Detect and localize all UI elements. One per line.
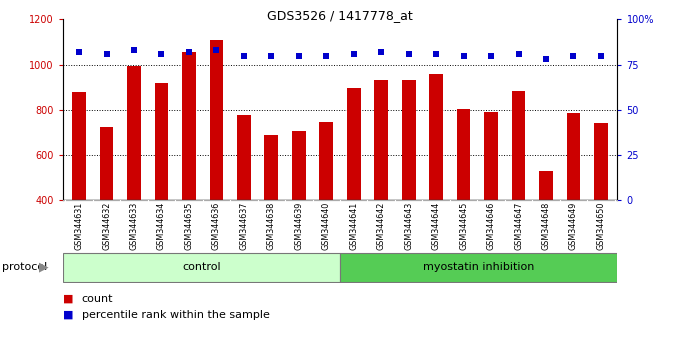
Point bbox=[266, 53, 277, 58]
Text: GSM344646: GSM344646 bbox=[487, 201, 496, 250]
Point bbox=[348, 51, 359, 57]
Text: GSM344632: GSM344632 bbox=[102, 201, 111, 250]
Text: ■: ■ bbox=[63, 310, 77, 320]
Point bbox=[430, 51, 441, 57]
Text: GSM344638: GSM344638 bbox=[267, 201, 276, 250]
Bar bbox=[237, 115, 251, 200]
Bar bbox=[511, 91, 526, 200]
Bar bbox=[63, 253, 340, 282]
Point bbox=[129, 47, 139, 53]
Point bbox=[73, 49, 84, 55]
Bar bbox=[320, 122, 333, 200]
Bar bbox=[429, 74, 443, 200]
Point bbox=[239, 53, 250, 58]
Point bbox=[156, 51, 167, 57]
Text: percentile rank within the sample: percentile rank within the sample bbox=[82, 310, 269, 320]
Bar bbox=[292, 131, 306, 200]
Text: GSM344641: GSM344641 bbox=[350, 201, 358, 250]
Point bbox=[184, 49, 194, 55]
Bar bbox=[127, 66, 141, 200]
Text: GSM344633: GSM344633 bbox=[129, 201, 139, 250]
Text: GSM344635: GSM344635 bbox=[184, 201, 193, 250]
Text: GSM344631: GSM344631 bbox=[75, 201, 84, 250]
Text: control: control bbox=[182, 262, 220, 272]
Text: GSM344648: GSM344648 bbox=[541, 201, 551, 250]
Point bbox=[293, 53, 304, 58]
Point bbox=[458, 53, 469, 58]
Point bbox=[376, 49, 387, 55]
Text: protocol: protocol bbox=[2, 262, 48, 272]
Text: GSM344634: GSM344634 bbox=[157, 201, 166, 250]
Point bbox=[403, 51, 414, 57]
Bar bbox=[100, 127, 114, 200]
Point bbox=[211, 47, 222, 53]
Text: GSM344650: GSM344650 bbox=[596, 201, 605, 250]
Text: GSM344640: GSM344640 bbox=[322, 201, 330, 250]
Text: GSM344636: GSM344636 bbox=[212, 201, 221, 250]
Text: GDS3526 / 1417778_at: GDS3526 / 1417778_at bbox=[267, 9, 413, 22]
Text: ▶: ▶ bbox=[39, 261, 48, 274]
Text: GSM344642: GSM344642 bbox=[377, 201, 386, 250]
Bar bbox=[539, 171, 553, 200]
Point bbox=[568, 53, 579, 58]
Point bbox=[596, 53, 607, 58]
Text: ■: ■ bbox=[63, 294, 77, 304]
Point bbox=[541, 56, 551, 62]
Bar bbox=[594, 123, 608, 200]
Bar bbox=[182, 52, 196, 200]
Text: GSM344643: GSM344643 bbox=[404, 201, 413, 250]
Point bbox=[321, 53, 332, 58]
Bar bbox=[457, 109, 471, 200]
Point bbox=[513, 51, 524, 57]
Bar bbox=[72, 92, 86, 200]
Text: GSM344644: GSM344644 bbox=[432, 201, 441, 250]
Point bbox=[101, 51, 112, 57]
Bar bbox=[265, 135, 278, 200]
Text: GSM344647: GSM344647 bbox=[514, 201, 523, 250]
Bar bbox=[402, 80, 415, 200]
Text: GSM344649: GSM344649 bbox=[569, 201, 578, 250]
Point bbox=[486, 53, 496, 58]
Bar bbox=[209, 40, 223, 200]
Text: GSM344637: GSM344637 bbox=[239, 201, 248, 250]
Bar bbox=[374, 80, 388, 200]
Bar bbox=[566, 113, 580, 200]
Bar bbox=[484, 112, 498, 200]
Text: myostatin inhibition: myostatin inhibition bbox=[423, 262, 534, 272]
Text: GSM344639: GSM344639 bbox=[294, 201, 303, 250]
Text: count: count bbox=[82, 294, 113, 304]
Bar bbox=[154, 82, 169, 200]
Bar bbox=[340, 253, 617, 282]
Bar bbox=[347, 88, 360, 200]
Text: GSM344645: GSM344645 bbox=[459, 201, 468, 250]
